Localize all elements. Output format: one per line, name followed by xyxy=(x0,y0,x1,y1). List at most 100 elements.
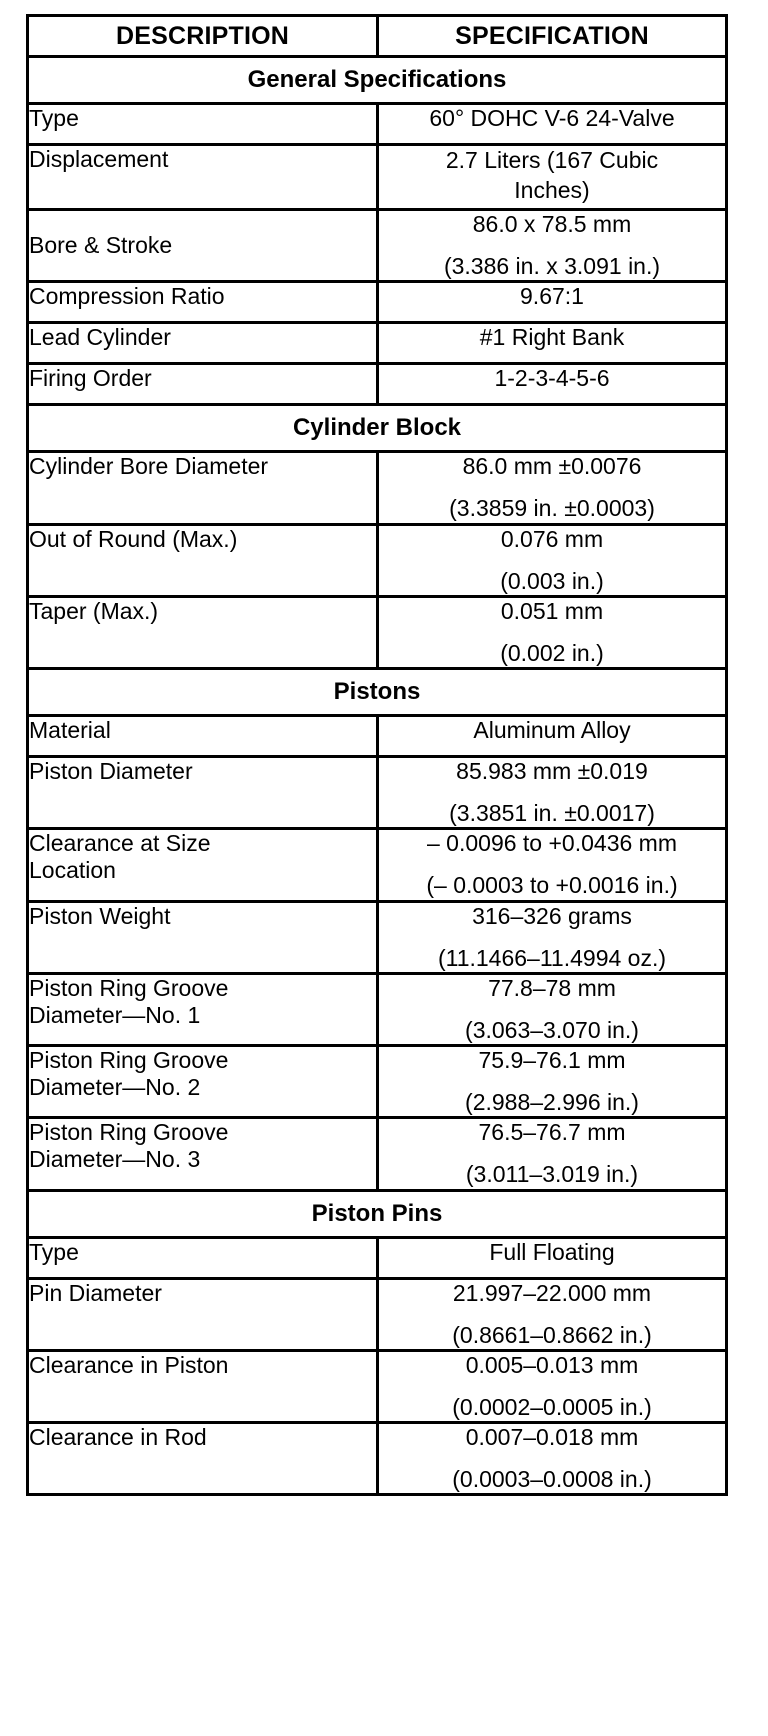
spec-description: Taper (Max.) xyxy=(26,594,379,671)
table-row: Piston Weight 316–326 grams (11.1466–11.49… xyxy=(26,899,728,975)
specification-line: (3.386 in. x 3.091 in.) xyxy=(443,253,661,280)
specification-line: 75.9–76.1 mm xyxy=(478,1047,626,1073)
table-row: Compression Ratio 9.67:1 xyxy=(26,280,728,325)
spec-value: – 0.0096 to +0.0436 mm (– 0.0003 to +0.00… xyxy=(376,827,728,903)
spec-value: 85.983 mm ±0.019 (3.3851 in. ±0.0017) xyxy=(376,754,728,831)
description-line: Cylinder Bore Diameter xyxy=(29,453,269,480)
spec-description: Material xyxy=(26,714,379,758)
specification-line: 0.005–0.013 mm xyxy=(465,1351,639,1378)
table-header-row: DESCRIPTION SPECIFICATION xyxy=(26,14,728,58)
specification-line: 60° DOHC V-6 24-Valve xyxy=(429,105,675,131)
spec-value: #1 Right Bank xyxy=(376,321,728,366)
specification-line: 0.051 mm xyxy=(500,597,604,624)
specification-line: (3.3859 in. ±0.0003) xyxy=(449,495,655,522)
spec-description: Lead Cylinder xyxy=(26,321,379,366)
table-row: Taper (Max.) 0.051 mm (0.002 in.) xyxy=(26,594,728,671)
specification-line: Full Floating xyxy=(489,1238,615,1265)
description-line: Type xyxy=(29,105,79,131)
spec-description: Clearance at Size Location xyxy=(26,827,379,903)
spec-description: Piston Ring Groove Diameter—No. 1 xyxy=(26,971,379,1048)
spec-description: Out of Round (Max.) xyxy=(26,522,379,598)
specification-line: (0.003 in.) xyxy=(500,567,604,594)
description-line: Clearance in Piston xyxy=(29,1351,229,1378)
spec-value: 86.0 mm ±0.0076 (3.3859 in. ±0.0003) xyxy=(376,450,728,526)
table-row: Pin Diameter 21.997–22.000 mm (0.8661–0.86… xyxy=(26,1276,728,1352)
description-line: Pin Diameter xyxy=(29,1279,162,1306)
description-line: Piston Ring Groove xyxy=(29,1119,229,1146)
specification-line: 77.8–78 mm xyxy=(488,974,616,1001)
table-row: Piston Ring Groove Diameter—No. 1 77.8–78 … xyxy=(26,971,728,1048)
table-row: Piston Ring Groove Diameter—No. 2 75.9–76.… xyxy=(26,1043,728,1120)
specification-line: (0.0003–0.0008 in.) xyxy=(452,1466,652,1493)
specification-line: (11.1466–11.4994 oz.) xyxy=(437,944,667,971)
description-line: Piston Ring Groove xyxy=(29,974,229,1001)
table-row: Type Full Floating xyxy=(26,1235,728,1280)
spec-description: Piston Diameter xyxy=(26,754,379,831)
table-row: Firing Order 1-2-3-4-5-6 xyxy=(26,362,728,407)
spec-description: Pin Diameter xyxy=(26,1276,379,1352)
specification-line: 86.0 x 78.5 mm xyxy=(472,211,632,237)
specification-line: (3.3851 in. ±0.0017) xyxy=(449,800,655,827)
section-header-row: Piston Pins xyxy=(26,1188,728,1239)
spec-description: Type xyxy=(26,1235,379,1280)
spec-description: Cylinder Bore Diameter xyxy=(26,450,379,526)
description-line: Diameter—No. 3 xyxy=(29,1146,201,1173)
section-title: Piston Pins xyxy=(26,1188,728,1239)
table-row: Out of Round (Max.) 0.076 mm (0.003 in.) xyxy=(26,522,728,598)
description-line: Type xyxy=(29,1238,79,1265)
spec-description: Piston Weight xyxy=(26,899,379,975)
spec-value: 76.5–76.7 mm (3.011–3.019 in.) xyxy=(376,1116,728,1192)
description-line: Piston Ring Groove xyxy=(29,1047,229,1073)
spec-value: 1-2-3-4-5-6 xyxy=(376,362,728,407)
spec-value: 60° DOHC V-6 24-Valve xyxy=(376,102,728,146)
table-row: Clearance in Rod 0.007–0.018 mm (0.0003–0.… xyxy=(26,1420,728,1497)
table-row: Clearance at Size Location – 0.0096 to +0.… xyxy=(26,827,728,903)
description-line: Lead Cylinder xyxy=(29,324,171,351)
section-title: General Specifications xyxy=(26,55,728,105)
spec-value: 77.8–78 mm (3.063–3.070 in.) xyxy=(376,971,728,1048)
spec-value: 0.051 mm (0.002 in.) xyxy=(376,594,728,671)
specification-line: (0.002 in.) xyxy=(500,639,604,666)
description-line: Piston Weight xyxy=(29,902,171,929)
spec-value: 75.9–76.1 mm (2.988–2.996 in.) xyxy=(376,1043,728,1120)
spec-value: Aluminum Alloy xyxy=(376,714,728,758)
description-line: Clearance in Rod xyxy=(29,1424,207,1450)
spec-value: 0.076 mm (0.003 in.) xyxy=(376,522,728,598)
specification-line: (3.011–3.019 in.) xyxy=(465,1161,639,1188)
spec-description: Compression Ratio xyxy=(26,280,379,325)
section-header-row: General Specifications xyxy=(26,55,728,105)
specification-line: – 0.0096 to +0.0436 mm xyxy=(427,830,677,857)
description-line: Firing Order xyxy=(29,365,152,392)
description-line: Diameter—No. 1 xyxy=(29,1001,201,1028)
description-line: Diameter—No. 2 xyxy=(29,1074,201,1101)
spec-value: 0.005–0.013 mm (0.0002–0.0005 in.) xyxy=(376,1348,728,1425)
column-header-description: DESCRIPTION xyxy=(26,14,379,58)
description-line: Displacement xyxy=(29,146,169,172)
spec-value: 86.0 x 78.5 mm (3.386 in. x 3.091 in.) xyxy=(376,207,728,284)
spec-description: Bore & Stroke xyxy=(26,207,379,284)
table-row: Type 60° DOHC V-6 24-Valve xyxy=(26,102,728,146)
specification-line: Aluminum Alloy xyxy=(473,717,631,743)
specification-line: (0.8661–0.8662 in.) xyxy=(452,1321,652,1348)
specification-line: (3.063–3.070 in.) xyxy=(465,1016,639,1043)
spec-value: 2.7 Liters (167 Cubic Inches) xyxy=(376,143,728,211)
table-row: Lead Cylinder #1 Right Bank xyxy=(26,321,728,366)
spec-description: Clearance in Piston xyxy=(26,1348,379,1425)
spec-value: 0.007–0.018 mm (0.0003–0.0008 in.) xyxy=(376,1420,728,1497)
specification-line: (2.988–2.996 in.) xyxy=(465,1089,639,1116)
description-line: Bore & Stroke xyxy=(29,232,173,259)
spec-description: Firing Order xyxy=(26,362,379,407)
column-header-specification: SPECIFICATION xyxy=(376,14,728,58)
table-row: Material Aluminum Alloy xyxy=(26,714,728,758)
specification-line: 86.0 mm ±0.0076 xyxy=(462,453,642,480)
spec-description: Clearance in Rod xyxy=(26,1420,379,1497)
description-line: Piston Diameter xyxy=(29,758,193,784)
description-line: Taper (Max.) xyxy=(29,597,159,624)
specification-line: 316–326 grams xyxy=(472,902,632,929)
description-line: Clearance at Size xyxy=(29,830,211,857)
table-row: Bore & Stroke 86.0 x 78.5 mm (3.386 in. x … xyxy=(26,207,728,284)
table-row: Cylinder Bore Diameter 86.0 mm ±0.0076 (3.… xyxy=(26,450,728,526)
specification-line: 2.7 Liters (167 Cubic xyxy=(445,147,659,173)
specification-line: 1-2-3-4-5-6 xyxy=(494,365,610,392)
specification-line: (– 0.0003 to +0.0016 in.) xyxy=(426,872,678,899)
